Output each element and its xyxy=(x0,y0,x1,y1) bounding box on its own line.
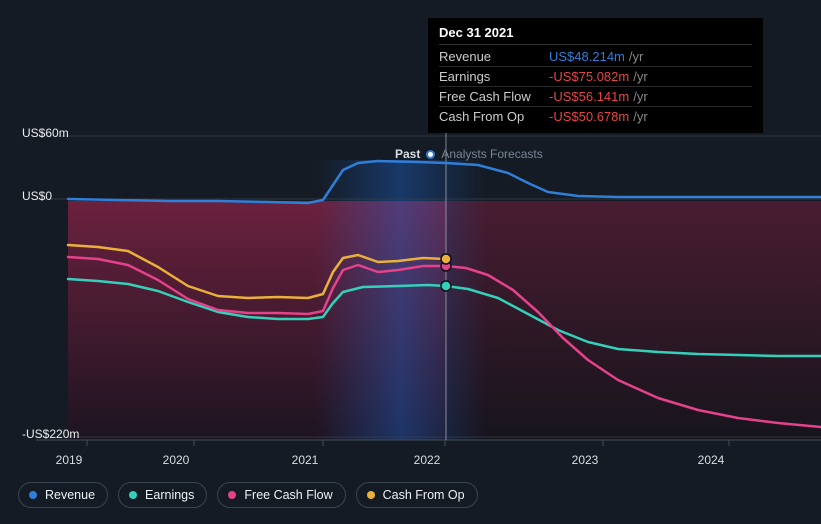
tooltip-row-label: Revenue xyxy=(439,49,549,64)
legend-item-cfo[interactable]: Cash From Op xyxy=(356,482,478,508)
tooltip-row-label: Cash From Op xyxy=(439,109,549,124)
legend-item-label: Revenue xyxy=(45,488,95,502)
tooltip-row-label: Earnings xyxy=(439,69,549,84)
tooltip-row: Cash From Op-US$50.678m/yr xyxy=(439,107,752,126)
legend-dot-icon xyxy=(367,491,375,499)
tooltip-row-label: Free Cash Flow xyxy=(439,89,549,104)
tooltip-row-value: -US$56.141m xyxy=(549,89,629,104)
x-axis-tick: 2020 xyxy=(163,453,190,467)
tooltip-date: Dec 31 2021 xyxy=(439,25,752,45)
tooltip-row: RevenueUS$48.214m/yr xyxy=(439,47,752,67)
chart-legend: Revenue Earnings Free Cash Flow Cash From O… xyxy=(18,482,478,508)
legend-dot-icon xyxy=(29,491,37,499)
chart-tooltip: Dec 31 2021RevenueUS$48.214m/yrEarnings-… xyxy=(428,18,763,133)
tooltip-row: Free Cash Flow-US$56.141m/yr xyxy=(439,87,752,107)
x-axis-tick: 2021 xyxy=(292,453,319,467)
legend-dot-icon xyxy=(129,491,137,499)
tooltip-row-unit: /yr xyxy=(629,49,643,64)
forecast-label: Analysts Forecasts xyxy=(441,147,542,161)
legend-item-label: Free Cash Flow xyxy=(244,488,332,502)
legend-item-fcf[interactable]: Free Cash Flow xyxy=(217,482,345,508)
tooltip-row-value: US$48.214m xyxy=(549,49,625,64)
legend-item-revenue[interactable]: Revenue xyxy=(18,482,108,508)
legend-dot-icon xyxy=(228,491,236,499)
x-axis-tick: 2024 xyxy=(698,453,725,467)
x-axis-tick: 2019 xyxy=(56,453,83,467)
divider-dot-icon xyxy=(426,150,435,159)
legend-item-earnings[interactable]: Earnings xyxy=(118,482,207,508)
y-axis-label: US$0 xyxy=(22,189,52,203)
tooltip-row: Earnings-US$75.082m/yr xyxy=(439,67,752,87)
y-axis-label: US$60m xyxy=(22,126,69,140)
y-axis-label: -US$220m xyxy=(22,427,79,441)
legend-item-label: Earnings xyxy=(145,488,194,502)
x-axis-tick: 2023 xyxy=(572,453,599,467)
tooltip-row-unit: /yr xyxy=(633,89,647,104)
legend-item-label: Cash From Op xyxy=(383,488,465,502)
past-forecast-divider: Past Analysts Forecasts xyxy=(395,147,543,161)
tooltip-row-value: -US$50.678m xyxy=(549,109,629,124)
past-label: Past xyxy=(395,147,420,161)
tooltip-row-unit: /yr xyxy=(633,109,647,124)
tooltip-row-value: -US$75.082m xyxy=(549,69,629,84)
tooltip-row-unit: /yr xyxy=(633,69,647,84)
x-axis-tick: 2022 xyxy=(414,453,441,467)
